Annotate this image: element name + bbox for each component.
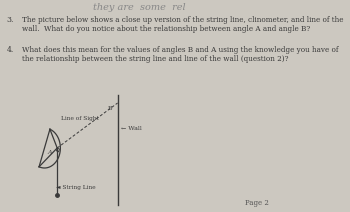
Text: Line of Sight: Line of Sight (61, 116, 99, 121)
Text: Page 2: Page 2 (245, 199, 268, 207)
Text: ← Wall: ← Wall (121, 126, 142, 131)
Text: A: A (47, 149, 51, 155)
Text: The picture below shows a close up version of the string line, clinometer, and l: The picture below shows a close up versi… (22, 16, 344, 33)
Text: B: B (107, 106, 112, 110)
Text: they are  some  rel: they are some rel (93, 3, 186, 12)
Text: 4.: 4. (6, 46, 14, 54)
Text: What does this mean for the values of angles B and A using the knowledge you hav: What does this mean for the values of an… (22, 46, 339, 63)
Text: ◄ String Line: ◄ String Line (56, 185, 95, 190)
Text: 3.: 3. (6, 16, 14, 24)
